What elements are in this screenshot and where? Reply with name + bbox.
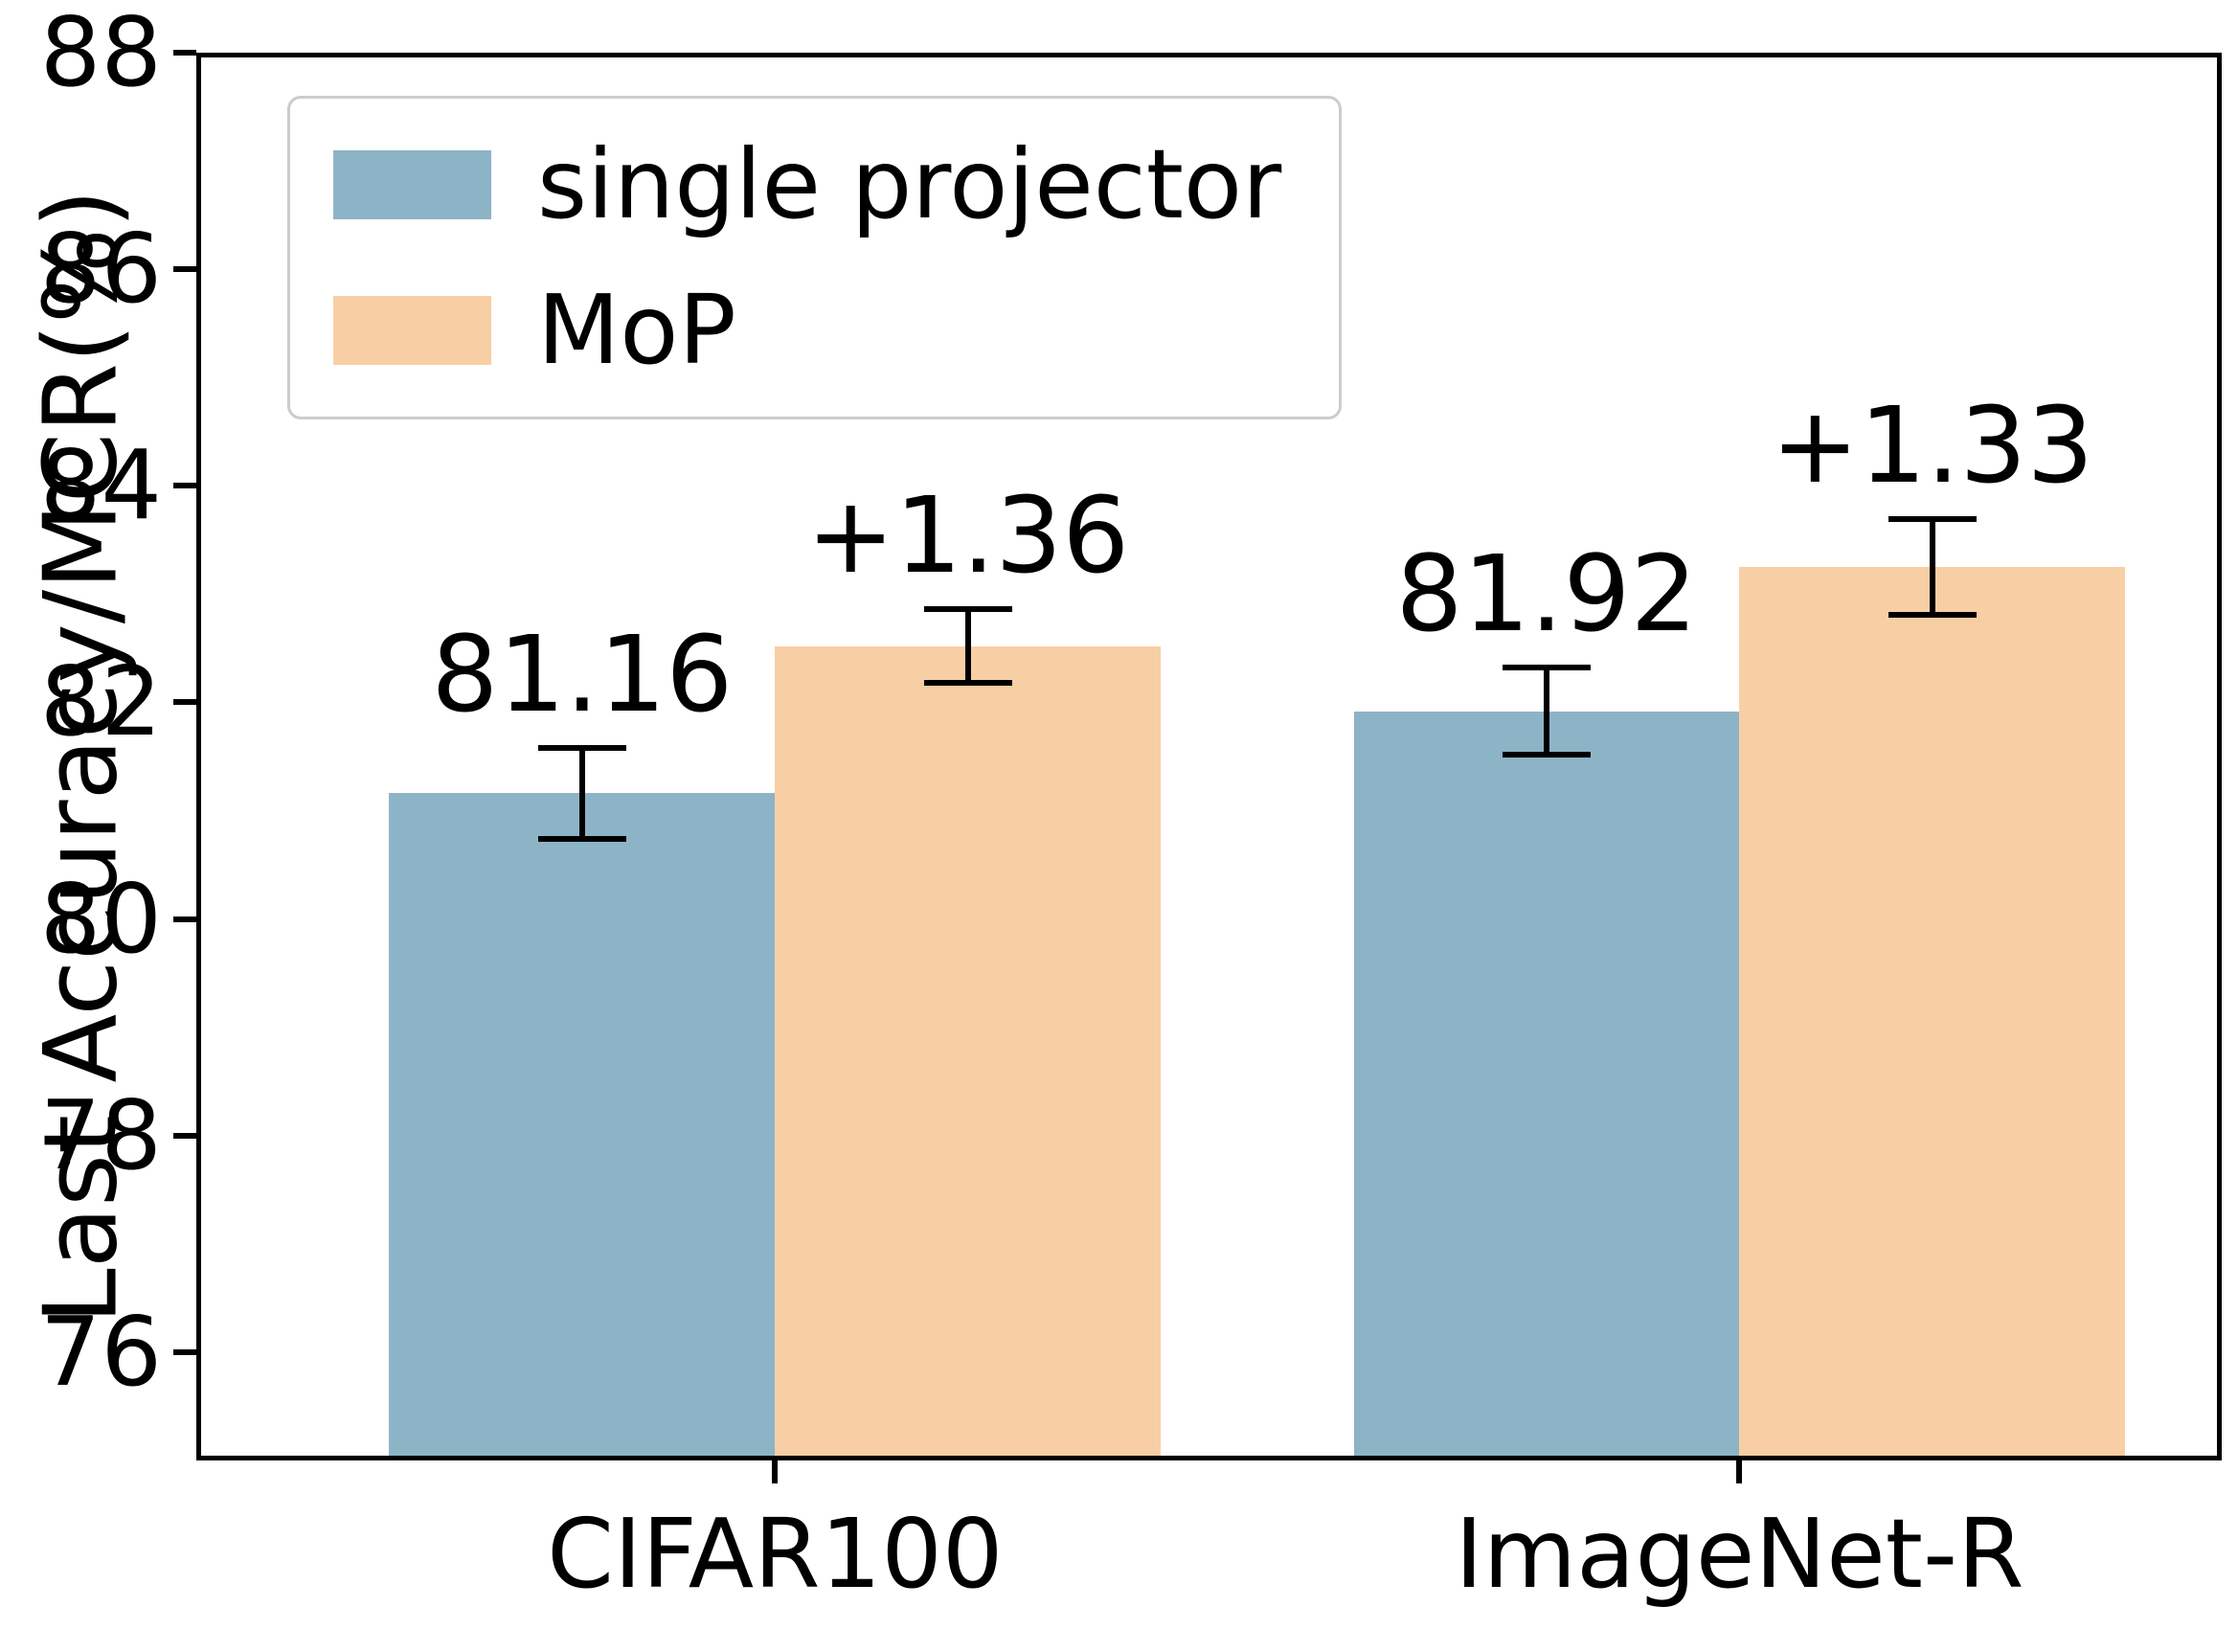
y-tick-mark [173, 50, 196, 56]
y-tick-label: 82 [39, 645, 162, 758]
error-bar-cap-top [537, 744, 626, 751]
x-tick-mark [1736, 1460, 1743, 1483]
y-tick-label: 84 [39, 429, 162, 542]
y-tick-label: 86 [39, 213, 162, 326]
error-bar-cap-bottom [1888, 611, 1977, 618]
legend-label-single-projector: single projector [537, 128, 1282, 240]
y-tick-mark [173, 1348, 196, 1355]
bar-value-label: +1.36 [806, 474, 1130, 598]
y-tick-mark [173, 699, 196, 706]
legend-item-single-projector: single projector [333, 132, 1281, 238]
y-tick-mark [173, 1132, 196, 1139]
error-bar [578, 747, 585, 839]
error-bar-cap-top [923, 606, 1012, 613]
x-tick-mark [772, 1460, 779, 1483]
y-tick-label: 76 [39, 1295, 162, 1408]
bar-cifar100-mop [775, 645, 1162, 1460]
error-bar [1929, 519, 1935, 615]
error-bar [1544, 668, 1549, 755]
legend-label-mop: MoP [537, 274, 736, 386]
legend: single projector MoP [287, 96, 1343, 419]
bar-value-label: +1.33 [1771, 384, 2094, 508]
y-tick-mark [173, 483, 196, 489]
error-bar [964, 609, 971, 684]
error-bar-cap-top [1503, 665, 1591, 671]
y-tick-mark [173, 916, 196, 922]
error-bar-cap-top [1888, 516, 1977, 523]
y-tick-label: 78 [39, 1078, 162, 1191]
y-tick-mark [173, 266, 196, 273]
bar-cifar100-single-projector [389, 793, 776, 1460]
bar-imagenet-r-mop [1739, 567, 2126, 1460]
legend-item-mop: MoP [333, 278, 1281, 383]
error-bar-cap-bottom [1503, 751, 1591, 758]
bar-value-label: 81.16 [431, 612, 734, 735]
error-bar-cap-bottom [537, 835, 626, 842]
legend-swatch-mop [333, 296, 491, 365]
bar-value-label: 81.92 [1395, 532, 1698, 656]
x-tick-label: CIFAR100 [547, 1498, 1004, 1610]
y-tick-label: 80 [39, 862, 162, 975]
bar-imagenet-r-single-projector [1353, 711, 1740, 1460]
error-bar-cap-bottom [923, 680, 1012, 687]
y-tick-label: 88 [39, 0, 162, 108]
x-tick-label: ImageNet-R [1455, 1498, 2024, 1610]
legend-swatch-single-projector [333, 150, 491, 219]
